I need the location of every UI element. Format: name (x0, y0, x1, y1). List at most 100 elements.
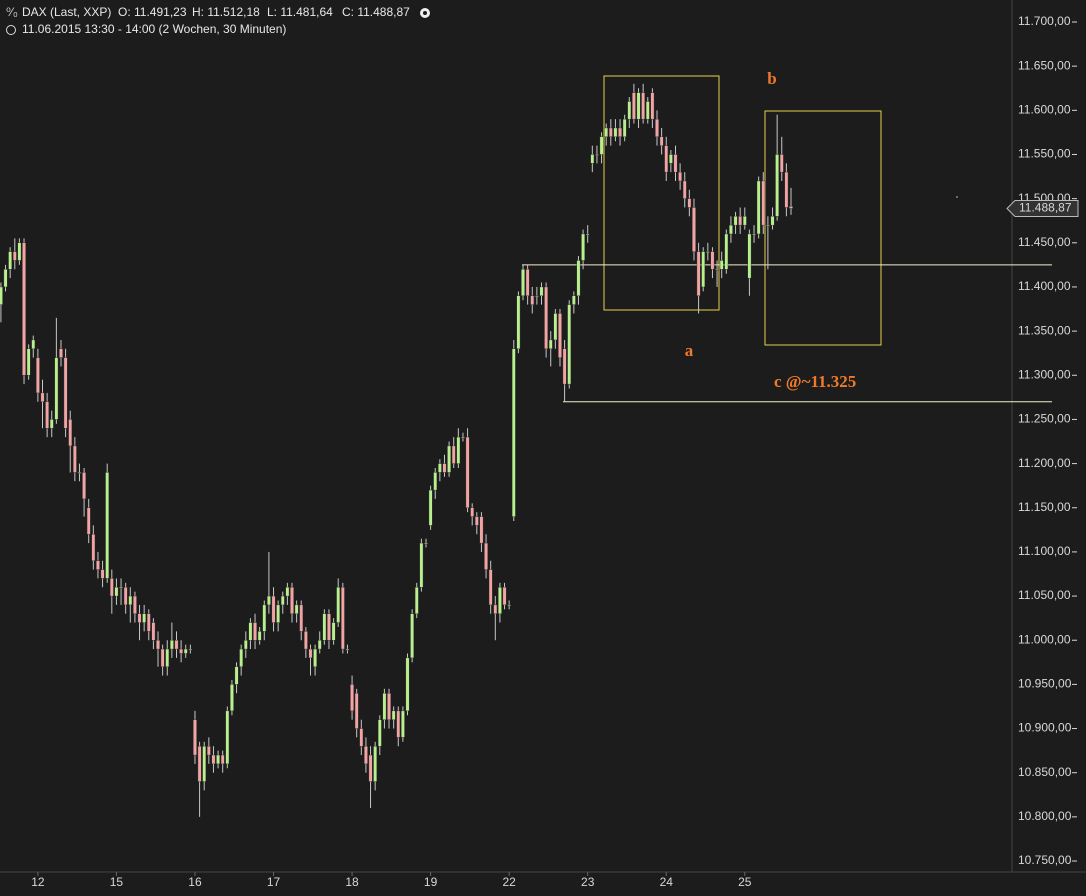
candle-body (331, 622, 336, 641)
candle-body (465, 436, 470, 508)
candle-body (632, 92, 636, 120)
candle-body (77, 472, 82, 474)
candle-body (696, 251, 701, 296)
candle-body (401, 710, 405, 738)
candle-body (82, 472, 86, 500)
y-tick-label: 10.800,00 (1018, 809, 1072, 823)
candle-body (109, 578, 114, 597)
candle-body (359, 728, 364, 747)
candle-body (729, 224, 733, 235)
candle-body (364, 746, 368, 765)
candle-body (424, 542, 428, 545)
open-label: O: 11.491,23 (118, 5, 187, 19)
y-tick-label: 11.050,00 (1018, 588, 1071, 602)
candle-body (72, 445, 77, 473)
candle-body (26, 348, 31, 376)
candle-body (742, 216, 747, 226)
annotation: b (767, 69, 776, 88)
wave-box-a (603, 75, 720, 311)
y-tick-label: 11.450,00 (1018, 235, 1071, 249)
candle-body (350, 684, 354, 712)
candle-body (12, 251, 17, 261)
candle-body (678, 171, 682, 182)
candle-body (304, 631, 308, 650)
candle-body (414, 587, 419, 614)
candle-body (705, 251, 710, 253)
candle-body (511, 348, 516, 517)
candle-body (49, 419, 54, 429)
settings-icon-dot (423, 11, 427, 15)
candle-body (687, 198, 692, 208)
x-tick-label: 25 (738, 875, 752, 889)
legend-header: ⁰⁄₀ DAX (Last, XXP) O: 11.491,23 H: 11.5… (6, 5, 430, 36)
candle-body (160, 648, 165, 667)
candle-body (253, 622, 257, 641)
candle-body (747, 233, 752, 279)
candle-body (322, 613, 327, 641)
candle-body (119, 587, 123, 589)
candle-body (553, 313, 558, 341)
candle-body (179, 648, 183, 654)
candle-body (123, 587, 128, 606)
candle-body (645, 101, 650, 120)
candle-body (267, 595, 271, 606)
candle-body (571, 295, 576, 305)
candle-body (585, 233, 590, 236)
icon: ⁰⁄₀ (6, 5, 18, 19)
candle-body (525, 269, 530, 296)
candle-body (535, 295, 539, 297)
last-price-label: 11.488,87 (1019, 201, 1072, 215)
candle-body (220, 754, 225, 765)
candle-body (613, 127, 618, 138)
candle-body (479, 516, 484, 544)
candle-body (733, 216, 738, 226)
candle-body (8, 251, 13, 270)
candle-body (280, 595, 285, 606)
candle-body (770, 216, 775, 226)
x-tick-label: 19 (424, 875, 438, 889)
candle-body (151, 622, 156, 641)
candle-body (239, 648, 244, 667)
candle-body (387, 693, 391, 720)
candle-body (211, 754, 216, 765)
candle-body (257, 631, 262, 641)
candle-body (285, 587, 290, 597)
y-tick-label: 11.350,00 (1018, 323, 1071, 337)
annotation: c @~11.325 (774, 372, 856, 391)
candle-body (715, 269, 719, 271)
candle-body (373, 746, 378, 782)
x-tick-label: 17 (267, 875, 281, 889)
candle-body (276, 604, 281, 623)
candle-body (488, 569, 493, 606)
candle-body (17, 242, 22, 261)
symbol: DAX (Last, XXP) (22, 5, 111, 19)
candle-body (437, 463, 442, 473)
candle-body (327, 613, 331, 641)
x-tick-label: 23 (581, 875, 595, 889)
candle-body (451, 445, 456, 464)
candle-body (530, 295, 535, 305)
period: 11.06.2015 13:30 - 14:00 (2 Wochen, 30 M… (22, 22, 286, 36)
candle-body (68, 419, 73, 447)
candle-body (174, 640, 179, 650)
candle-body (567, 304, 572, 385)
candle-body (710, 251, 715, 270)
candle-body (433, 472, 438, 491)
candle-body (636, 92, 641, 120)
y-tick-label: 11.000,00 (1018, 632, 1071, 646)
candle-body (784, 171, 789, 208)
y-tick-label: 10.900,00 (1018, 721, 1072, 735)
candle-body (544, 286, 548, 349)
candle-body (368, 754, 373, 782)
candle-body (170, 640, 174, 650)
candle-body (456, 436, 461, 464)
candle-body (377, 719, 382, 747)
candle-body (86, 507, 91, 535)
candle-body (59, 348, 63, 358)
y-tick-label: 11.550,00 (1018, 147, 1071, 161)
candle-body (410, 613, 414, 659)
clock-icon (6, 25, 16, 35)
candle-body (308, 648, 313, 659)
y-tick-label: 11.600,00 (1018, 102, 1071, 116)
